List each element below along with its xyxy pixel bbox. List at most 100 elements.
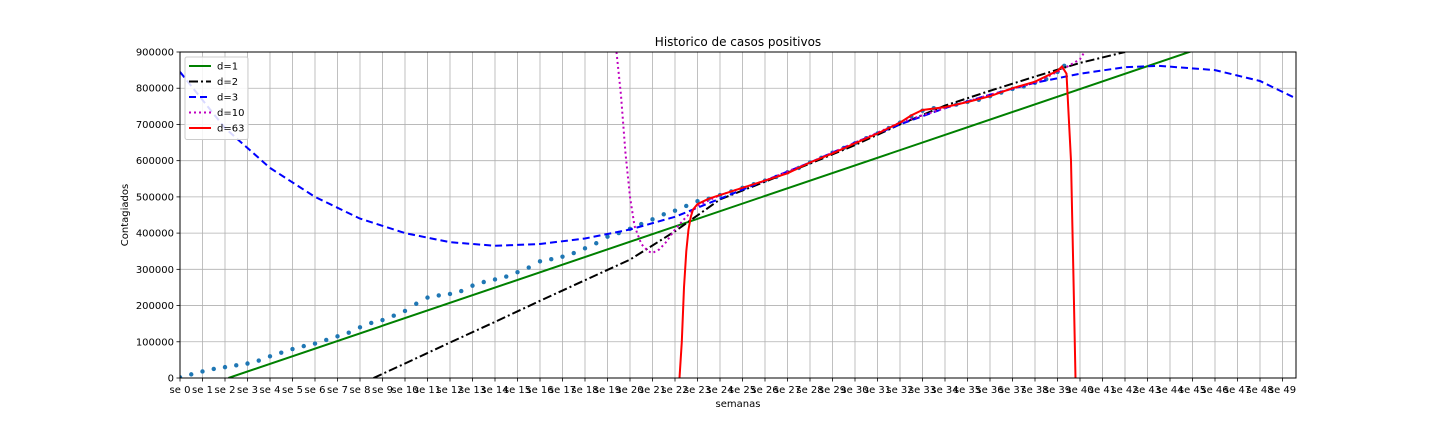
observed-point (459, 288, 464, 294)
x-tick-label: se 42 (1111, 385, 1138, 396)
series-line-d=3 (180, 64, 1296, 247)
observed-point (279, 350, 284, 355)
observed-point (324, 337, 329, 343)
x-tick-label: se 43 (1134, 385, 1161, 396)
x-tick-label: se 29 (819, 385, 846, 396)
y-tick-label: 400000 (136, 229, 174, 240)
x-tick-label: se 6 (305, 385, 326, 396)
observed-point (312, 341, 318, 346)
x-tick-label: se 35 (954, 385, 981, 396)
series-line-d=63 (678, 64, 1077, 378)
observed-point (537, 259, 543, 264)
x-tick-label: se 17 (549, 385, 576, 396)
observed-point (672, 208, 678, 213)
observed-points (180, 63, 1067, 378)
observed-point (211, 366, 216, 372)
observed-point (380, 317, 385, 323)
legend-label: d=3 (217, 93, 238, 104)
legend-label: d=1 (217, 62, 238, 73)
x-tick-label: se 48 (1246, 385, 1273, 396)
observed-point (290, 346, 295, 352)
x-tick-label: se 25 (729, 385, 756, 396)
observed-point (391, 313, 396, 318)
observed-point (357, 325, 363, 330)
grid (179, 51, 1296, 379)
observed-point (571, 250, 576, 256)
observed-point (492, 277, 498, 282)
x-tick-label: se 13 (459, 385, 486, 396)
observed-point (470, 283, 475, 288)
x-tick-label: se 28 (796, 385, 823, 396)
observed-point (560, 254, 565, 259)
observed-point (515, 270, 520, 275)
x-tick-label: se 34 (931, 385, 958, 396)
y-tick-label: 700000 (136, 120, 174, 131)
observed-point (695, 199, 700, 204)
x-tick-label: se 46 (1201, 385, 1228, 396)
x-tick-label: se 12 (436, 385, 463, 396)
x-tick-label: se 9 (372, 385, 393, 396)
plot-frame (179, 51, 1297, 379)
observed-point (436, 293, 441, 298)
x-tick-label: se 21 (639, 385, 666, 396)
observed-point (425, 295, 430, 300)
observed-point (189, 372, 194, 377)
y-tick-label: 600000 (136, 156, 174, 167)
y-axis-ticks: 0 100000 200000 300000 400000 500000 600000 700… (136, 48, 180, 385)
x-tick-label: se 47 (1224, 385, 1251, 396)
x-tick-label: se 8 (350, 385, 371, 396)
x-tick-label: se 2 (215, 385, 236, 396)
x-tick-label: se 44 (1156, 385, 1183, 396)
x-tick-label: se 32 (886, 385, 913, 396)
x-axis-label: semanas (716, 399, 761, 410)
y-tick-label: 900000 (136, 48, 174, 59)
x-tick-label: se 10 (391, 385, 418, 396)
x-tick-label: se 45 (1179, 385, 1206, 396)
x-tick-label: se 30 (841, 385, 868, 396)
observed-point (256, 358, 261, 363)
observed-point (369, 320, 374, 326)
x-tick-label: se 16 (526, 385, 553, 396)
x-tick-label: se 1 (192, 385, 213, 396)
x-tick-label: se 7 (327, 385, 348, 396)
x-tick-label: se 38 (1021, 385, 1048, 396)
x-tick-label: se 3 (237, 385, 258, 396)
observed-point (346, 330, 351, 335)
y-tick-label: 800000 (136, 84, 174, 95)
x-tick-label: se 23 (684, 385, 711, 396)
observed-point (684, 203, 689, 209)
series-line-d=1 (228, 52, 1193, 378)
x-tick-label: se 49 (1269, 385, 1296, 396)
legend-label: d=63 (217, 124, 244, 135)
x-tick-label: se 36 (976, 385, 1003, 396)
observed-point (301, 343, 306, 349)
x-tick-label: se 19 (594, 385, 621, 396)
observed-point (200, 369, 205, 374)
chart-title: Historico de casos positivos (655, 35, 821, 49)
observed-point (481, 279, 486, 285)
observed-point (267, 354, 273, 359)
observed-point (335, 334, 340, 339)
observed-point (447, 291, 453, 297)
x-tick-label: se 39 (1044, 385, 1071, 396)
x-tick-label: se 15 (504, 385, 531, 396)
observed-point (234, 363, 239, 368)
y-tick-label: 500000 (136, 192, 174, 203)
x-tick-label: se 24 (706, 385, 733, 396)
observed-point (414, 301, 419, 306)
x-tick-label: se 40 (1066, 385, 1093, 396)
observed-point (605, 234, 610, 239)
x-tick-label: se 26 (751, 385, 778, 396)
x-tick-label: se 27 (774, 385, 801, 396)
x-tick-label: se 20 (616, 385, 643, 396)
y-axis-label: Contagiados (120, 184, 131, 246)
x-tick-label: se 37 (999, 385, 1026, 396)
y-tick-label: 200000 (136, 301, 174, 312)
legend-label: d=10 (217, 108, 244, 119)
observed-point (402, 308, 408, 314)
y-tick-label: 0 (168, 374, 174, 385)
x-tick-label: se 4 (260, 385, 281, 396)
x-tick-label: se 5 (282, 385, 303, 396)
